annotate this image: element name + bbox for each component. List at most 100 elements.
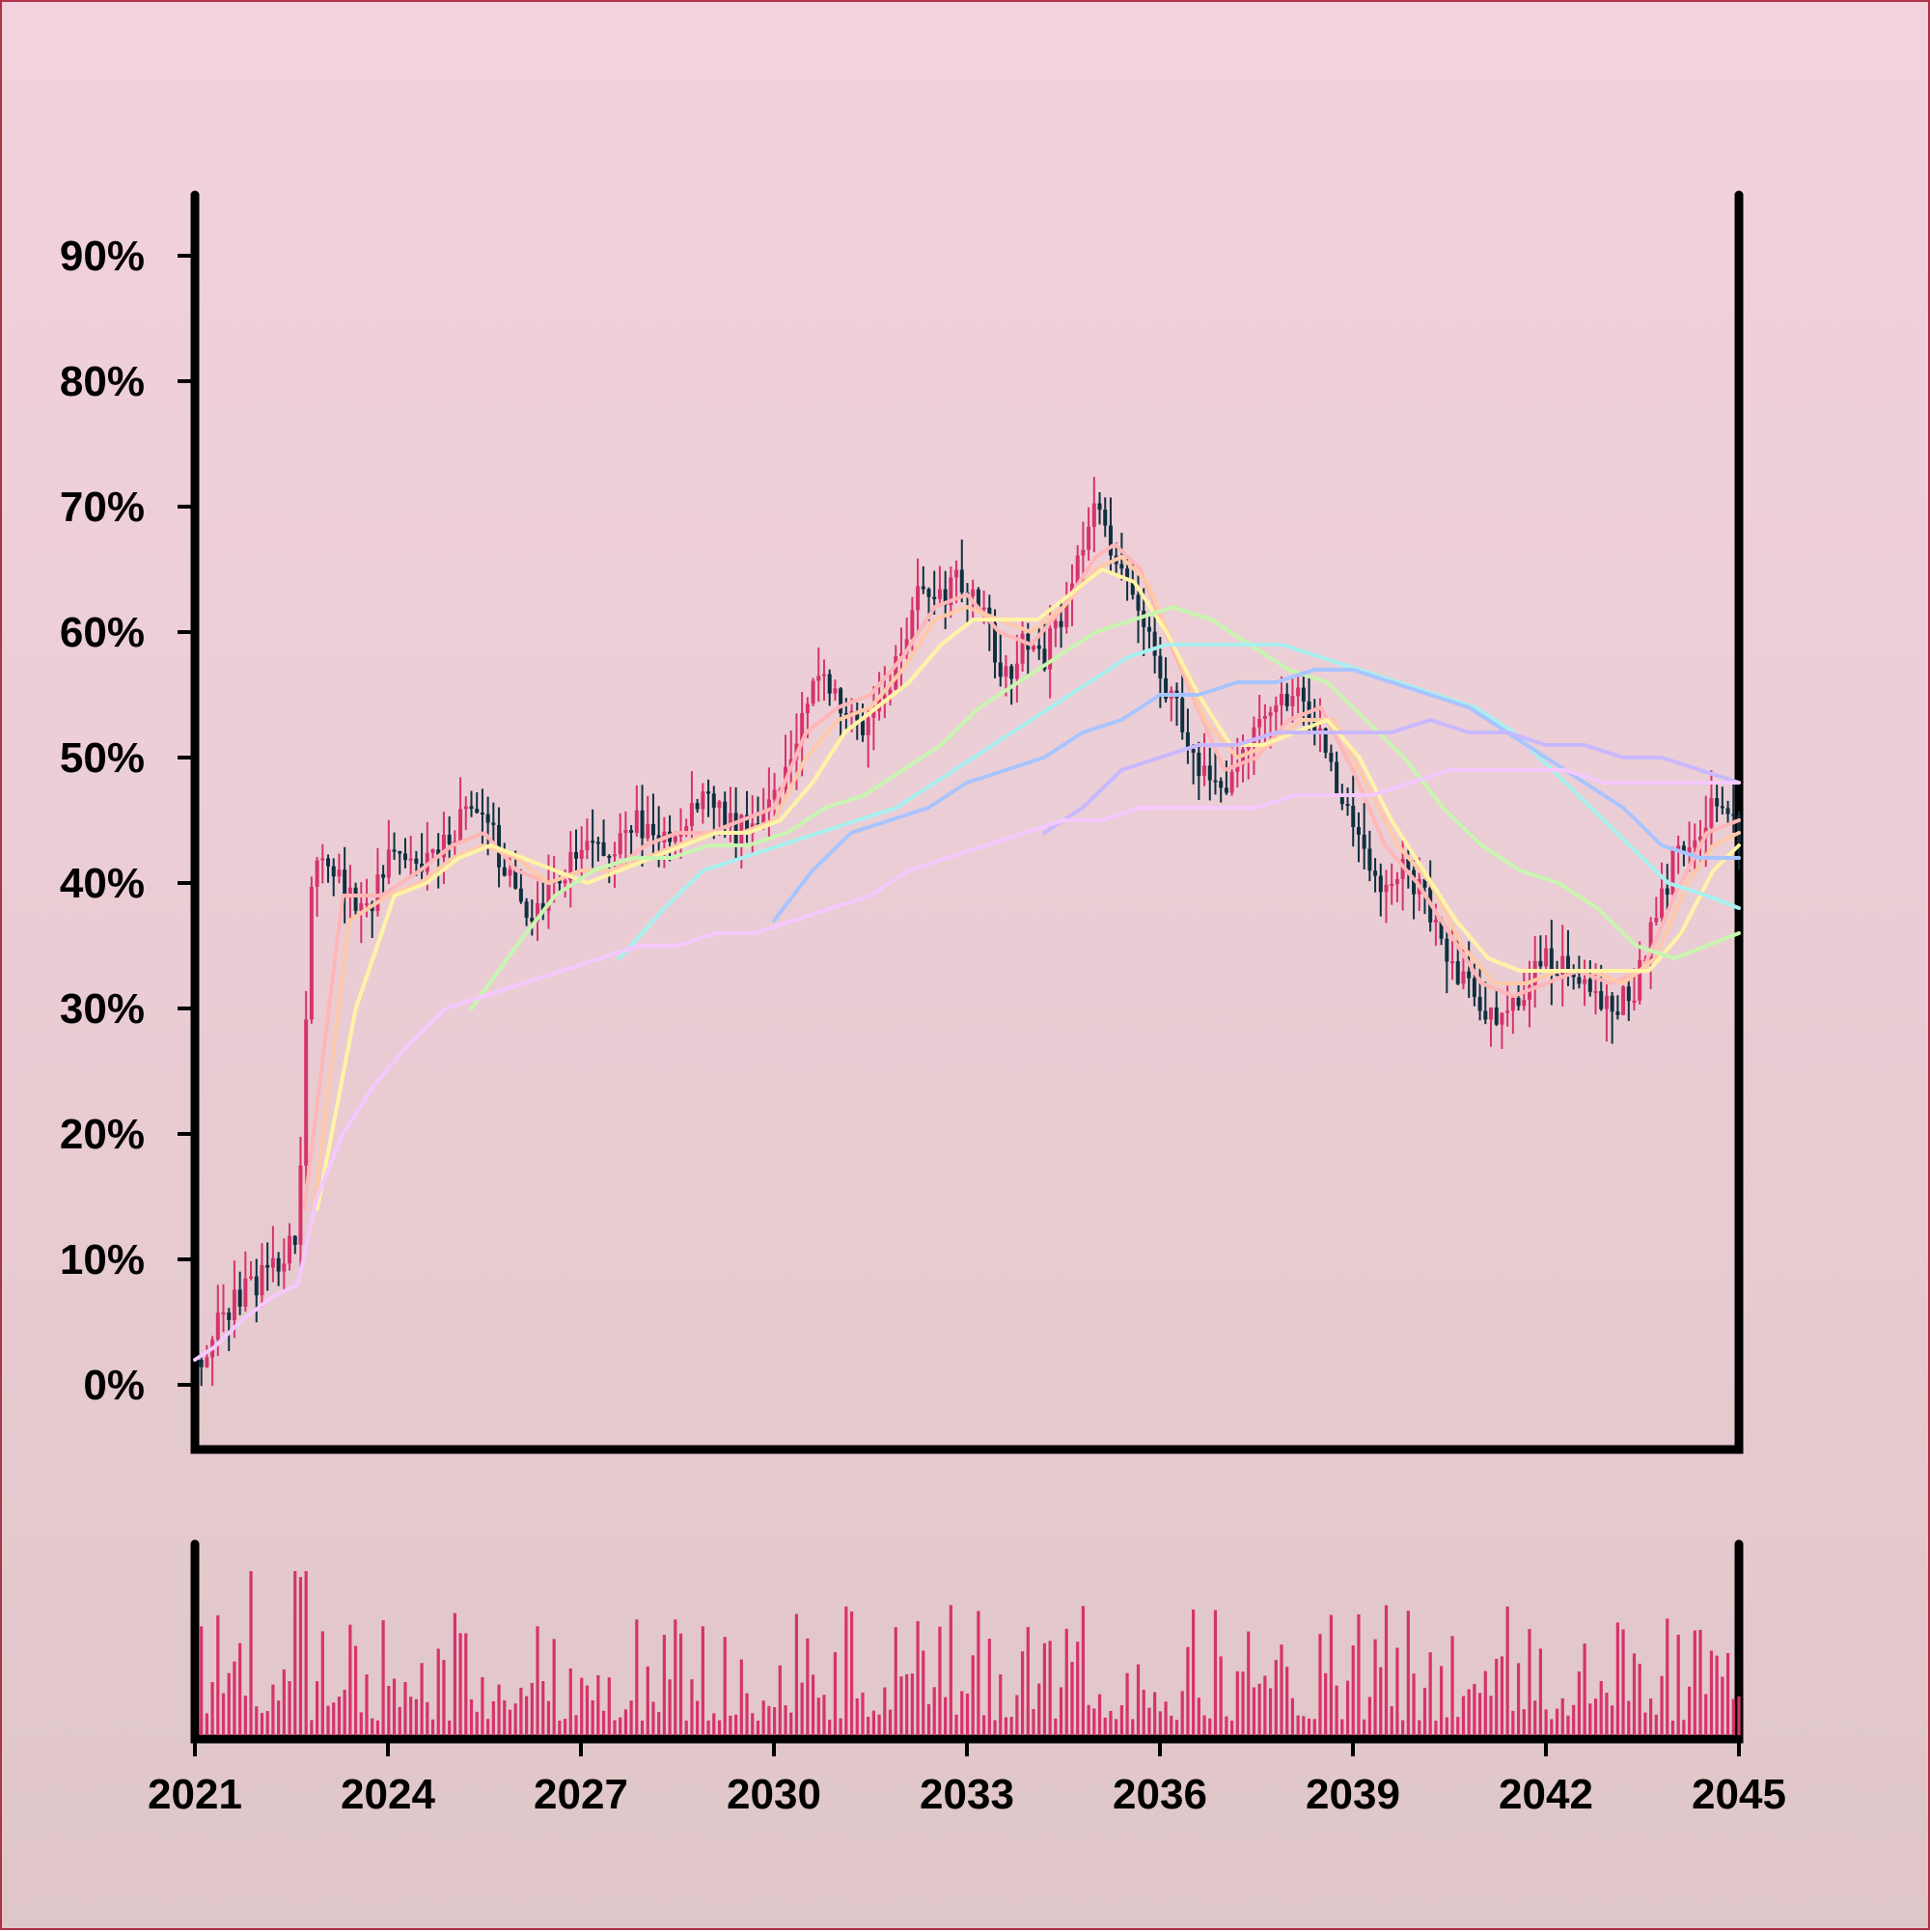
candle-body — [320, 858, 325, 861]
candle-body — [646, 823, 650, 839]
volume-bar — [1142, 1689, 1145, 1735]
candle-body — [745, 814, 750, 835]
candle-body — [1191, 749, 1196, 753]
candle — [821, 659, 826, 702]
y-tick-label: 80% — [60, 358, 145, 405]
x-tick-label: 2021 — [148, 1771, 242, 1818]
candle-body — [706, 791, 711, 794]
volume-bar — [1390, 1706, 1393, 1735]
volume-bar — [1202, 1715, 1206, 1735]
candle-body — [298, 1165, 303, 1245]
volume-bar — [1081, 1606, 1086, 1735]
candle — [1483, 981, 1488, 1025]
volume-bar — [674, 1619, 677, 1735]
candle-body — [607, 855, 612, 858]
candle-body — [1560, 955, 1565, 975]
candle — [650, 793, 655, 856]
candle-body — [265, 1264, 270, 1268]
candle — [1335, 751, 1339, 797]
candle — [1087, 507, 1091, 562]
candle-body — [1103, 510, 1108, 526]
candle-body — [1202, 765, 1207, 776]
volume-bar — [1268, 1688, 1273, 1735]
y-tick-label: 10% — [60, 1236, 145, 1283]
candle-body — [343, 869, 347, 896]
candle — [579, 826, 584, 876]
candle-body — [1197, 752, 1201, 776]
candle-body — [766, 799, 771, 813]
volume-bar — [315, 1681, 319, 1735]
candle-body — [579, 849, 584, 859]
candle-body — [1048, 628, 1053, 670]
volume-bar — [282, 1669, 286, 1735]
volume-bar — [243, 1696, 247, 1735]
candle-body — [1064, 596, 1069, 627]
volume-bar — [458, 1633, 462, 1735]
candle — [916, 558, 921, 633]
candle-body — [728, 813, 732, 828]
moving-average-line — [772, 668, 1741, 923]
candle-body — [1654, 918, 1659, 923]
candle — [1362, 803, 1366, 870]
candle-body — [1439, 919, 1444, 939]
volume-bar — [375, 1720, 380, 1735]
volume-bar — [1197, 1697, 1200, 1735]
volume-bar — [751, 1713, 755, 1735]
volume-bar — [409, 1697, 413, 1735]
candle-body — [1610, 995, 1614, 1012]
candle — [1571, 964, 1576, 990]
candle-body — [1549, 948, 1554, 975]
volume-bar — [1654, 1714, 1658, 1735]
candle-body — [315, 860, 319, 887]
x-tick-label: 2033 — [920, 1771, 1014, 1818]
candle-body — [916, 586, 921, 611]
volume-bar — [987, 1639, 991, 1735]
volume-bar — [371, 1718, 374, 1735]
candle-body — [469, 806, 474, 810]
candle-body — [1604, 995, 1609, 1009]
candle-body — [1638, 959, 1642, 1001]
volume-bar — [1456, 1717, 1460, 1735]
candle-body — [1268, 711, 1273, 717]
candle — [475, 791, 480, 814]
volume-bar — [1192, 1609, 1196, 1735]
candle — [1654, 897, 1659, 926]
candle — [723, 791, 728, 839]
volume-bar — [1638, 1663, 1641, 1735]
y-axis-ticks: 0% 10% 20% 30% 40% 50% 60% 70% 80% 90% — [60, 233, 195, 1409]
candle — [458, 777, 463, 843]
candle-body — [1615, 1011, 1620, 1015]
volume-bar — [337, 1697, 342, 1735]
candle-body — [1698, 836, 1703, 841]
volume-bar — [546, 1700, 551, 1735]
candle-body — [1587, 979, 1592, 992]
volume-bar — [1721, 1676, 1724, 1735]
candle-body — [833, 688, 838, 694]
candle-body — [381, 873, 386, 878]
candle-body — [701, 791, 705, 810]
candle-body — [1378, 875, 1383, 893]
candle — [243, 1251, 248, 1312]
volume-bar — [359, 1712, 363, 1735]
candle-body — [1648, 922, 1653, 960]
candle-body — [866, 717, 870, 735]
candle — [871, 686, 876, 751]
volume-bar — [277, 1700, 281, 1735]
candle — [254, 1258, 259, 1323]
candle-body — [811, 680, 815, 704]
candle-body — [1246, 746, 1251, 750]
volume-bar — [1158, 1711, 1162, 1735]
y-tick-label: 0% — [83, 1362, 145, 1409]
candle — [1720, 787, 1724, 814]
volume-bar — [833, 1652, 838, 1735]
volume-bar — [1153, 1692, 1157, 1735]
volume-bar — [436, 1648, 440, 1735]
volume-bar — [635, 1619, 639, 1735]
candle-body — [612, 854, 617, 857]
volume-bar — [596, 1674, 600, 1735]
candle — [629, 824, 634, 860]
candle-body — [855, 710, 860, 721]
volume-bar — [1500, 1656, 1504, 1735]
candle-body — [1345, 804, 1350, 807]
candle — [1274, 696, 1279, 732]
